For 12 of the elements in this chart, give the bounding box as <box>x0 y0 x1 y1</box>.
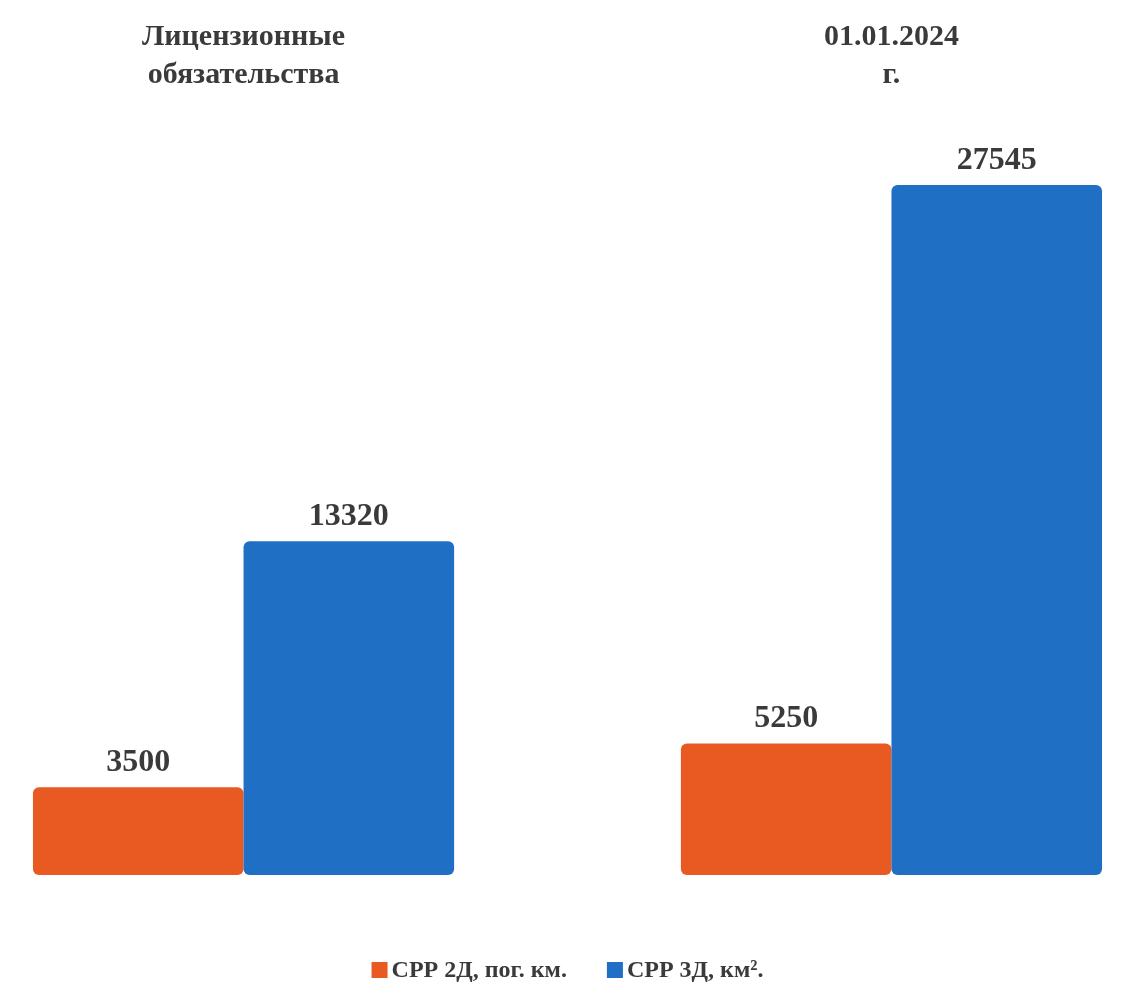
bar <box>243 541 455 875</box>
data-label: 5250 <box>754 698 819 735</box>
bar <box>32 787 244 875</box>
bar <box>891 185 1103 875</box>
legend-label: СРР 2Д, пог. км. <box>391 956 567 982</box>
legend-label: СРР 3Д, км². <box>626 956 764 982</box>
data-label: 27545 <box>956 140 1037 176</box>
x-tick-label: Лицензионные обязательства <box>141 18 346 89</box>
data-label: 3500 <box>106 742 171 779</box>
bar <box>680 743 892 875</box>
data-label: 13320 <box>308 496 389 533</box>
x-tick-label: 01.01.2024 г. <box>823 18 959 89</box>
